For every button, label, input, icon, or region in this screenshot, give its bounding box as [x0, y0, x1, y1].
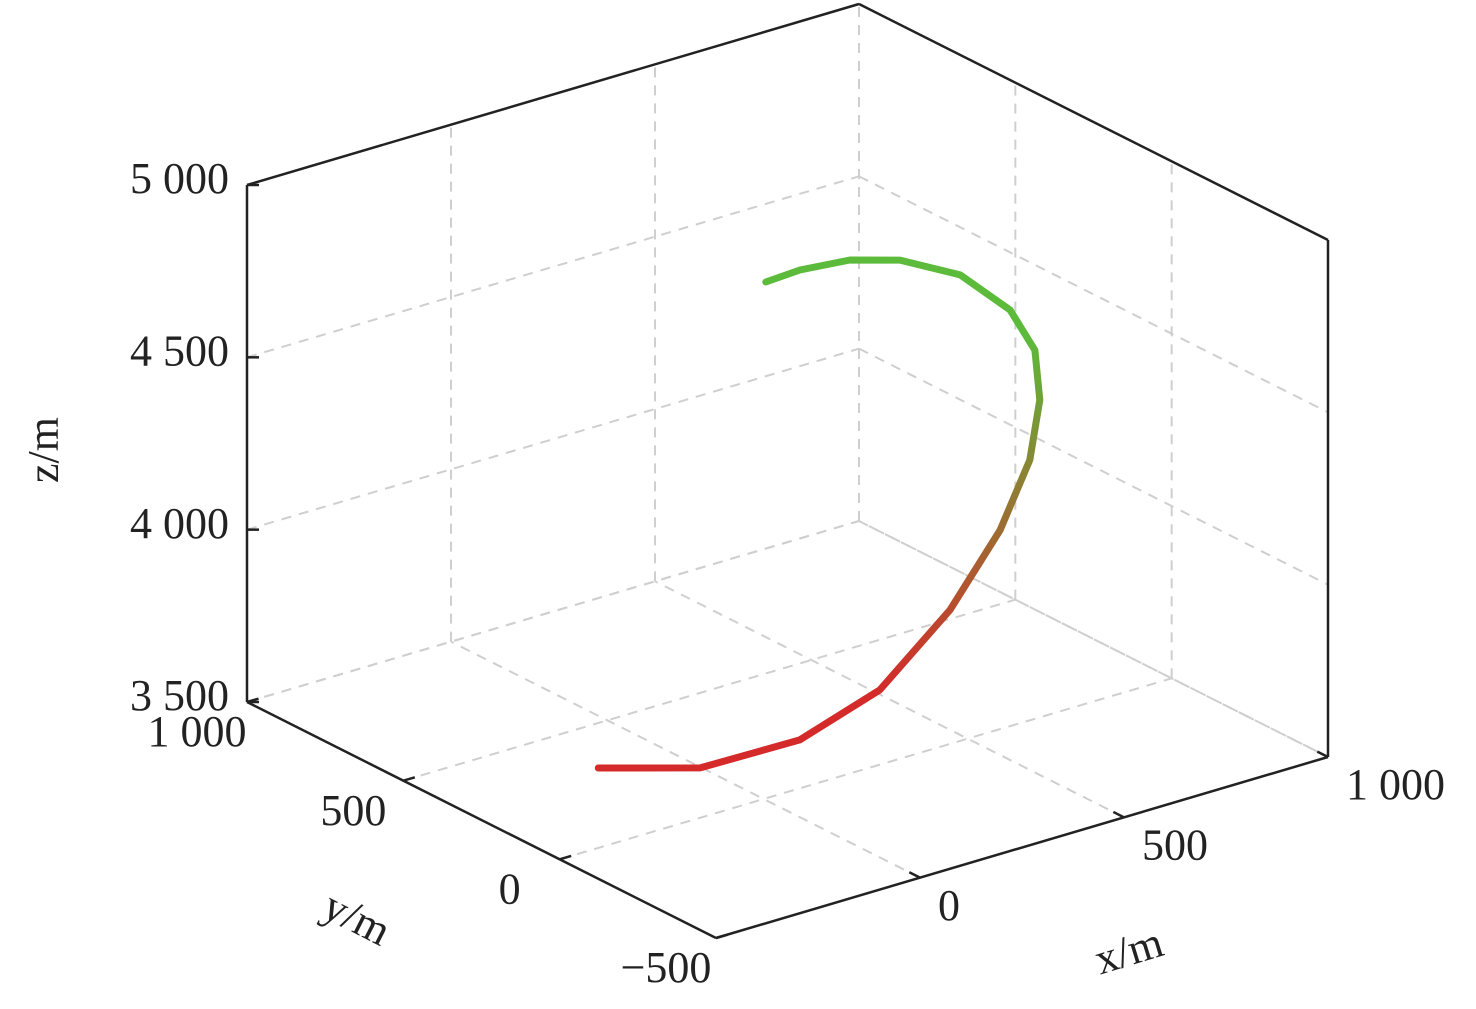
grid-line	[246, 347, 860, 531]
z-tick-label: 4 000	[130, 499, 229, 548]
axis-edge	[715, 755, 1329, 940]
grid-line	[246, 175, 860, 359]
tick-mark	[1316, 750, 1329, 759]
z-axis-label: z/m	[19, 417, 68, 483]
y-tick-label: −500	[621, 943, 712, 992]
axis-edge	[246, 2, 860, 187]
y-tick-label: 500	[320, 786, 386, 835]
y-axis-label: y/m	[315, 881, 398, 956]
z-tick-label: 5 000	[130, 154, 229, 203]
tick-mark	[559, 854, 572, 861]
grid-line	[858, 520, 1329, 758]
z-tick-label: 4 500	[130, 326, 229, 375]
grid-line	[858, 175, 1329, 414]
grid-line	[403, 598, 1016, 782]
y-tick-label: 0	[499, 864, 521, 913]
grid-line	[654, 580, 1125, 819]
z-tick-label: 3 500	[130, 671, 229, 720]
axis-edge	[858, 2, 1329, 242]
grid-line	[246, 520, 860, 703]
y-tick-label: 1 000	[148, 707, 247, 756]
x-tick-label: 1 000	[1346, 760, 1445, 809]
tick-mark	[402, 776, 416, 782]
grid-line	[858, 347, 1329, 586]
trajectory	[594, 256, 1044, 772]
tick-mark	[1112, 810, 1125, 819]
x-tick-label: 500	[1142, 820, 1208, 869]
tick-mark	[908, 871, 921, 879]
grid-line	[450, 640, 921, 879]
x-axis-label: x/m	[1089, 917, 1169, 984]
grid-line	[858, 520, 1329, 758]
tick-mark	[715, 933, 728, 940]
grid-line	[559, 677, 1172, 861]
axis-edge	[246, 700, 717, 940]
x-tick-label: 0	[938, 881, 960, 930]
